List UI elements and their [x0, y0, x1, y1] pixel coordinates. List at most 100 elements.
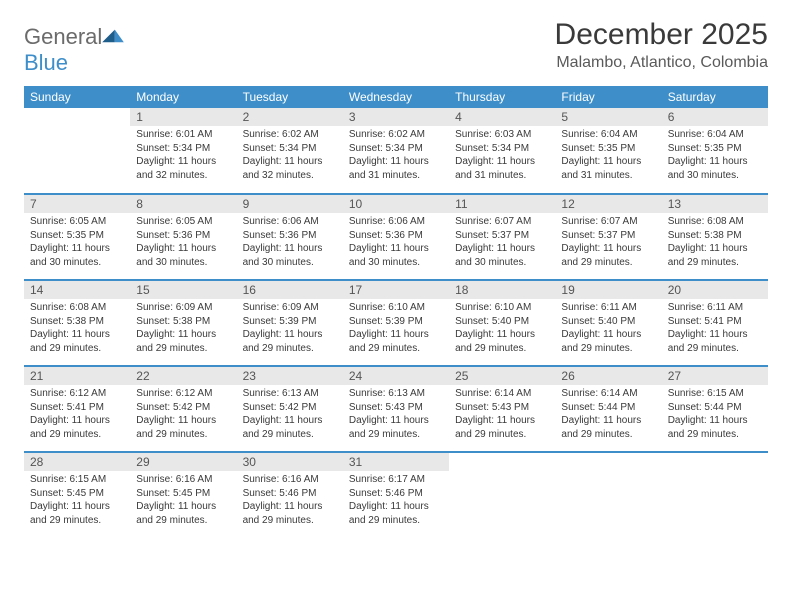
calendar-row: 7Sunrise: 6:05 AMSunset: 5:35 PMDaylight… [24, 194, 768, 280]
calendar-cell: 30Sunrise: 6:16 AMSunset: 5:46 PMDayligh… [237, 452, 343, 538]
day-number: 24 [343, 367, 449, 385]
day-details: Sunrise: 6:03 AMSunset: 5:34 PMDaylight:… [449, 126, 555, 186]
calendar-body: 1Sunrise: 6:01 AMSunset: 5:34 PMDaylight… [24, 108, 768, 538]
day-details: Sunrise: 6:05 AMSunset: 5:35 PMDaylight:… [24, 213, 130, 273]
calendar-cell: 24Sunrise: 6:13 AMSunset: 5:43 PMDayligh… [343, 366, 449, 452]
day-details: Sunrise: 6:06 AMSunset: 5:36 PMDaylight:… [343, 213, 449, 273]
day-number: 27 [662, 367, 768, 385]
day-number: 30 [237, 453, 343, 471]
weekday-header: Sunday [24, 86, 130, 108]
day-number: 16 [237, 281, 343, 299]
day-details: Sunrise: 6:17 AMSunset: 5:46 PMDaylight:… [343, 471, 449, 531]
day-number: 23 [237, 367, 343, 385]
calendar-cell: 12Sunrise: 6:07 AMSunset: 5:37 PMDayligh… [555, 194, 661, 280]
day-details: Sunrise: 6:12 AMSunset: 5:42 PMDaylight:… [130, 385, 236, 445]
calendar-cell: 11Sunrise: 6:07 AMSunset: 5:37 PMDayligh… [449, 194, 555, 280]
day-details: Sunrise: 6:08 AMSunset: 5:38 PMDaylight:… [662, 213, 768, 273]
calendar-cell: 25Sunrise: 6:14 AMSunset: 5:43 PMDayligh… [449, 366, 555, 452]
day-details: Sunrise: 6:15 AMSunset: 5:44 PMDaylight:… [662, 385, 768, 445]
title-block: December 2025 Malambo, Atlantico, Colomb… [555, 18, 768, 72]
day-number: 17 [343, 281, 449, 299]
calendar-cell: 17Sunrise: 6:10 AMSunset: 5:39 PMDayligh… [343, 280, 449, 366]
day-details: Sunrise: 6:11 AMSunset: 5:41 PMDaylight:… [662, 299, 768, 359]
day-details: Sunrise: 6:06 AMSunset: 5:36 PMDaylight:… [237, 213, 343, 273]
day-number: 20 [662, 281, 768, 299]
calendar-cell: 2Sunrise: 6:02 AMSunset: 5:34 PMDaylight… [237, 108, 343, 194]
day-number: 12 [555, 195, 661, 213]
day-number: 14 [24, 281, 130, 299]
calendar-cell: 13Sunrise: 6:08 AMSunset: 5:38 PMDayligh… [662, 194, 768, 280]
day-number: 21 [24, 367, 130, 385]
weekday-header: Thursday [449, 86, 555, 108]
calendar-cell: 18Sunrise: 6:10 AMSunset: 5:40 PMDayligh… [449, 280, 555, 366]
day-number: 4 [449, 108, 555, 126]
day-number: 10 [343, 195, 449, 213]
calendar-cell: 5Sunrise: 6:04 AMSunset: 5:35 PMDaylight… [555, 108, 661, 194]
day-details: Sunrise: 6:15 AMSunset: 5:45 PMDaylight:… [24, 471, 130, 531]
calendar-cell: 26Sunrise: 6:14 AMSunset: 5:44 PMDayligh… [555, 366, 661, 452]
day-number: 8 [130, 195, 236, 213]
calendar-row: 21Sunrise: 6:12 AMSunset: 5:41 PMDayligh… [24, 366, 768, 452]
calendar-cell: 29Sunrise: 6:16 AMSunset: 5:45 PMDayligh… [130, 452, 236, 538]
day-number: 22 [130, 367, 236, 385]
day-number: 5 [555, 108, 661, 126]
calendar-cell: 7Sunrise: 6:05 AMSunset: 5:35 PMDaylight… [24, 194, 130, 280]
calendar-head: SundayMondayTuesdayWednesdayThursdayFrid… [24, 86, 768, 108]
day-details: Sunrise: 6:13 AMSunset: 5:42 PMDaylight:… [237, 385, 343, 445]
day-details: Sunrise: 6:08 AMSunset: 5:38 PMDaylight:… [24, 299, 130, 359]
day-number: 3 [343, 108, 449, 126]
day-details: Sunrise: 6:04 AMSunset: 5:35 PMDaylight:… [662, 126, 768, 186]
day-details: Sunrise: 6:02 AMSunset: 5:34 PMDaylight:… [343, 126, 449, 186]
day-details: Sunrise: 6:11 AMSunset: 5:40 PMDaylight:… [555, 299, 661, 359]
weekday-header: Friday [555, 86, 661, 108]
day-details: Sunrise: 6:02 AMSunset: 5:34 PMDaylight:… [237, 126, 343, 186]
day-details: Sunrise: 6:09 AMSunset: 5:39 PMDaylight:… [237, 299, 343, 359]
day-number: 26 [555, 367, 661, 385]
day-number: 15 [130, 281, 236, 299]
calendar-cell: 6Sunrise: 6:04 AMSunset: 5:35 PMDaylight… [662, 108, 768, 194]
calendar-cell: 28Sunrise: 6:15 AMSunset: 5:45 PMDayligh… [24, 452, 130, 538]
day-number: 31 [343, 453, 449, 471]
day-details: Sunrise: 6:13 AMSunset: 5:43 PMDaylight:… [343, 385, 449, 445]
day-details: Sunrise: 6:05 AMSunset: 5:36 PMDaylight:… [130, 213, 236, 273]
calendar-cell: 8Sunrise: 6:05 AMSunset: 5:36 PMDaylight… [130, 194, 236, 280]
calendar-cell [555, 452, 661, 538]
calendar-table: SundayMondayTuesdayWednesdayThursdayFrid… [24, 86, 768, 538]
day-details: Sunrise: 6:07 AMSunset: 5:37 PMDaylight:… [449, 213, 555, 273]
logo: GeneralBlue [24, 18, 124, 76]
location: Malambo, Atlantico, Colombia [555, 54, 768, 72]
day-details: Sunrise: 6:04 AMSunset: 5:35 PMDaylight:… [555, 126, 661, 186]
calendar-cell [662, 452, 768, 538]
calendar-cell [449, 452, 555, 538]
calendar-cell: 27Sunrise: 6:15 AMSunset: 5:44 PMDayligh… [662, 366, 768, 452]
calendar-cell: 4Sunrise: 6:03 AMSunset: 5:34 PMDaylight… [449, 108, 555, 194]
logo-general: General [24, 24, 102, 49]
calendar-cell: 22Sunrise: 6:12 AMSunset: 5:42 PMDayligh… [130, 366, 236, 452]
calendar-cell: 10Sunrise: 6:06 AMSunset: 5:36 PMDayligh… [343, 194, 449, 280]
calendar-cell: 14Sunrise: 6:08 AMSunset: 5:38 PMDayligh… [24, 280, 130, 366]
day-details: Sunrise: 6:16 AMSunset: 5:45 PMDaylight:… [130, 471, 236, 531]
day-details: Sunrise: 6:01 AMSunset: 5:34 PMDaylight:… [130, 126, 236, 186]
calendar-cell: 3Sunrise: 6:02 AMSunset: 5:34 PMDaylight… [343, 108, 449, 194]
weekday-header: Monday [130, 86, 236, 108]
calendar-row: 28Sunrise: 6:15 AMSunset: 5:45 PMDayligh… [24, 452, 768, 538]
calendar-cell: 31Sunrise: 6:17 AMSunset: 5:46 PMDayligh… [343, 452, 449, 538]
header: GeneralBlue December 2025 Malambo, Atlan… [24, 18, 768, 76]
calendar-cell: 16Sunrise: 6:09 AMSunset: 5:39 PMDayligh… [237, 280, 343, 366]
calendar-cell [24, 108, 130, 194]
weekday-header: Tuesday [237, 86, 343, 108]
calendar-row: 14Sunrise: 6:08 AMSunset: 5:38 PMDayligh… [24, 280, 768, 366]
day-number: 2 [237, 108, 343, 126]
day-details: Sunrise: 6:09 AMSunset: 5:38 PMDaylight:… [130, 299, 236, 359]
day-number: 18 [449, 281, 555, 299]
day-number: 28 [24, 453, 130, 471]
day-number: 9 [237, 195, 343, 213]
calendar-cell: 20Sunrise: 6:11 AMSunset: 5:41 PMDayligh… [662, 280, 768, 366]
day-details: Sunrise: 6:16 AMSunset: 5:46 PMDaylight:… [237, 471, 343, 531]
month-title: December 2025 [555, 18, 768, 52]
day-details: Sunrise: 6:07 AMSunset: 5:37 PMDaylight:… [555, 213, 661, 273]
logo-mark-icon [102, 26, 124, 44]
calendar-cell: 19Sunrise: 6:11 AMSunset: 5:40 PMDayligh… [555, 280, 661, 366]
calendar-cell: 21Sunrise: 6:12 AMSunset: 5:41 PMDayligh… [24, 366, 130, 452]
day-number: 6 [662, 108, 768, 126]
